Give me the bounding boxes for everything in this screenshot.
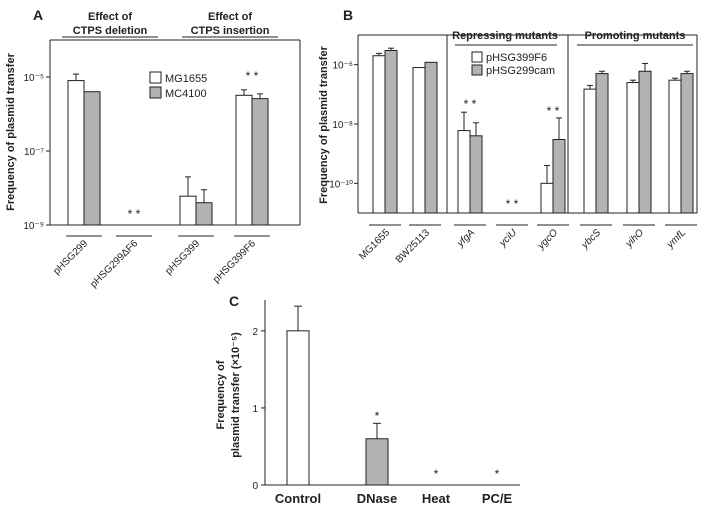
- panel-letter-b: B: [343, 7, 353, 23]
- bar-phsg399f6: [412, 67, 426, 214]
- y-tick-label: 10⁻⁸: [332, 120, 353, 131]
- category-label: ygcO: [535, 227, 560, 252]
- bar-phsg299cam: [638, 70, 652, 214]
- bar-mc4100: [83, 91, 101, 226]
- panel-letter-c: C: [229, 293, 239, 309]
- y-axis-label: Frequency of plasmid transfer: [5, 52, 17, 210]
- group-title-line: CTPS insertion: [191, 25, 270, 37]
- y-axis-label-line: Frequency of: [215, 360, 227, 429]
- category-label: BW25113: [394, 227, 433, 266]
- y-tick-label: 10⁻⁷: [24, 147, 44, 158]
- y-tick-label: 10⁻⁹: [23, 221, 44, 232]
- category-label: DNase: [357, 491, 397, 506]
- legend-swatch: [471, 51, 483, 63]
- y-tick-label: 10⁻¹⁰: [329, 179, 353, 190]
- y-axis-label: Frequency of plasmid transfer: [318, 45, 330, 203]
- significance-asterisks: * *: [464, 97, 477, 111]
- bar-phsg299cam: [424, 61, 438, 214]
- bar-mg1655: [67, 80, 85, 226]
- bar-mc4100: [251, 98, 269, 226]
- category-label: Heat: [422, 491, 451, 506]
- significance-asterisk: *: [434, 467, 439, 481]
- category-label: MG1655: [357, 227, 392, 262]
- significance-asterisk: *: [495, 467, 500, 481]
- significance-asterisks: * *: [506, 197, 519, 211]
- group-title: Promoting mutants: [585, 30, 686, 42]
- category-label: pHSG299: [51, 238, 90, 277]
- bar-phsg399f6: [457, 130, 471, 214]
- significance-asterisks: * *: [128, 207, 141, 221]
- category-label: yciU: [497, 227, 520, 250]
- legend-label: MC4100: [165, 88, 207, 100]
- significance-asterisk: *: [375, 409, 380, 423]
- significance-asterisks: * *: [246, 69, 259, 83]
- bar-phsg399f6: [540, 182, 554, 214]
- bar-phsg399f6: [626, 82, 640, 214]
- legend-label: pHSG299cam: [486, 65, 555, 77]
- significance-asterisks: * *: [547, 104, 560, 118]
- bar-phsg299cam: [469, 135, 483, 214]
- group-title: Repressing mutants: [452, 30, 558, 42]
- group-title-line: CTPS deletion: [73, 25, 148, 37]
- category-label: pHSG399: [163, 238, 202, 277]
- legend-label: MG1655: [165, 73, 207, 85]
- panel-c: C 0 1 2 Frequency of plasmid transfer (×10⁻⁵)…: [215, 293, 520, 506]
- legend-swatch: [471, 64, 483, 76]
- bar-phsg299cam: [384, 50, 398, 214]
- bar-mc4100: [195, 202, 213, 226]
- category-label: yfgA: [454, 227, 477, 250]
- panel-a: A 10⁻⁹ 10⁻⁷ 10⁻⁵ Frequency of plasmid transf…: [5, 7, 301, 290]
- bar-dnase: [365, 438, 389, 486]
- bar-mg1655: [235, 94, 253, 226]
- category-label: yihO: [623, 227, 646, 250]
- category-label: pHSG399F6: [211, 238, 258, 285]
- y-tick-label: 2: [252, 327, 258, 338]
- bar-phsg299cam: [552, 139, 566, 214]
- bar-mg1655: [179, 195, 197, 226]
- category-label: pHSG299ΔF6: [88, 238, 140, 290]
- bar-phsg299cam: [595, 73, 609, 214]
- bar-control: [286, 330, 310, 486]
- legend-swatch: [149, 86, 162, 99]
- group-title-line: Effect of: [88, 11, 132, 23]
- y-tick-label: 10⁻⁶: [332, 61, 353, 72]
- category-label: ymfL: [664, 227, 688, 251]
- bar-phsg399f6: [583, 88, 597, 214]
- category-label: ybcS: [579, 227, 603, 251]
- category-label: Control: [275, 491, 321, 506]
- bar-phsg299cam: [680, 73, 694, 214]
- y-tick-label: 0: [252, 481, 258, 492]
- group-title-line: Effect of: [208, 11, 252, 23]
- legend-swatch: [149, 71, 162, 84]
- bar-phsg399f6: [372, 55, 386, 214]
- panel-letter-a: A: [33, 7, 43, 23]
- y-axis-label-line: plasmid transfer (×10⁻⁵): [230, 332, 242, 458]
- legend-label: pHSG399F6: [486, 52, 547, 64]
- bar-phsg399f6: [668, 79, 682, 214]
- y-tick-label: 1: [252, 404, 258, 415]
- y-tick-label: 10⁻⁵: [23, 73, 44, 84]
- category-label: PC/E: [482, 491, 513, 506]
